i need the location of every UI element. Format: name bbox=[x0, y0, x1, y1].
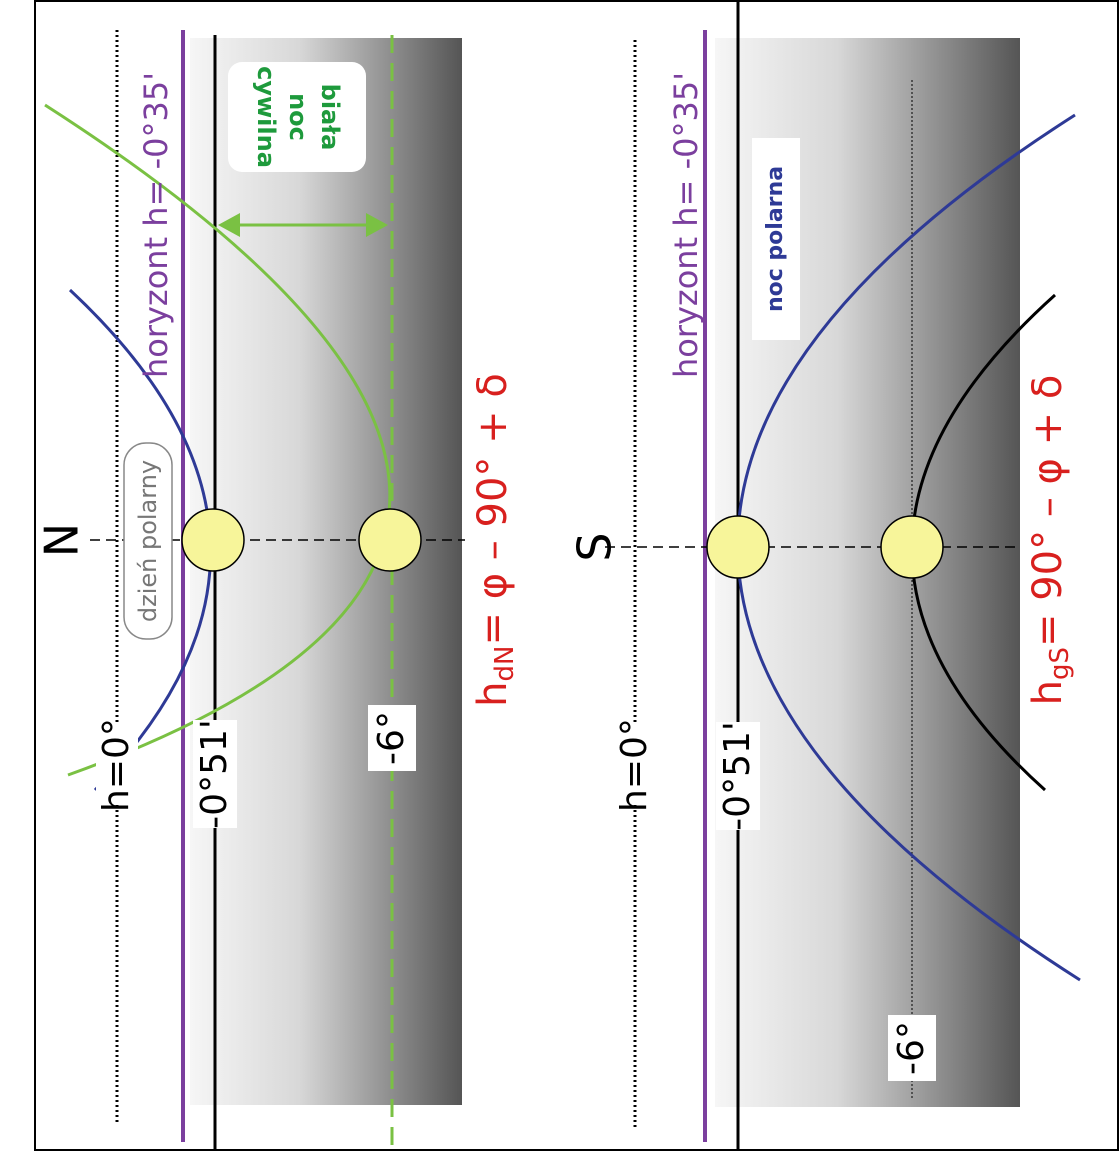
label-civil: -6° bbox=[891, 1021, 932, 1075]
note-line: noc bbox=[284, 93, 312, 141]
formula-rest: = φ – 90° + δ bbox=[470, 373, 516, 645]
badge: dzień polarny bbox=[134, 460, 162, 622]
label-h0: h=0° bbox=[96, 718, 137, 812]
formula-subscript: dN bbox=[490, 646, 520, 682]
formula-h: h bbox=[470, 681, 516, 706]
sun bbox=[182, 509, 244, 571]
label-refraction: -0°51' bbox=[717, 721, 758, 831]
horizon-label: horyzont h= -0°35' bbox=[667, 72, 705, 378]
note-line: biała bbox=[316, 84, 344, 151]
diagram: biała noc cywilna dzień polarny horyzont… bbox=[0, 0, 1120, 1160]
sun bbox=[707, 516, 769, 578]
panel-south: noc polarna horyzont h= -0°35' h=0° -0°5… bbox=[568, 0, 1081, 1150]
horizon-label: horyzont h= -0°35' bbox=[137, 72, 175, 378]
panel-north: biała noc cywilna dzień polarny horyzont… bbox=[35, 30, 520, 1150]
label-civil: -6° bbox=[371, 711, 412, 765]
formula-h: h bbox=[1025, 680, 1071, 705]
pole-label: N bbox=[35, 523, 89, 557]
badge: noc polarna bbox=[763, 166, 788, 312]
sun bbox=[881, 516, 943, 578]
note-line: cywilna bbox=[252, 66, 280, 168]
formula-rest: = 90° – φ + δ bbox=[1025, 375, 1071, 647]
label-h0: h=0° bbox=[614, 718, 655, 812]
label-refraction: -0°51' bbox=[194, 719, 235, 829]
formula: hgS= 90° – φ + δ bbox=[1025, 375, 1075, 706]
pole-label: S bbox=[568, 532, 622, 561]
formula: hdN= φ – 90° + δ bbox=[470, 373, 520, 707]
formula-subscript: gS bbox=[1045, 647, 1075, 680]
twilight-band bbox=[190, 38, 462, 1105]
sun bbox=[359, 509, 421, 571]
